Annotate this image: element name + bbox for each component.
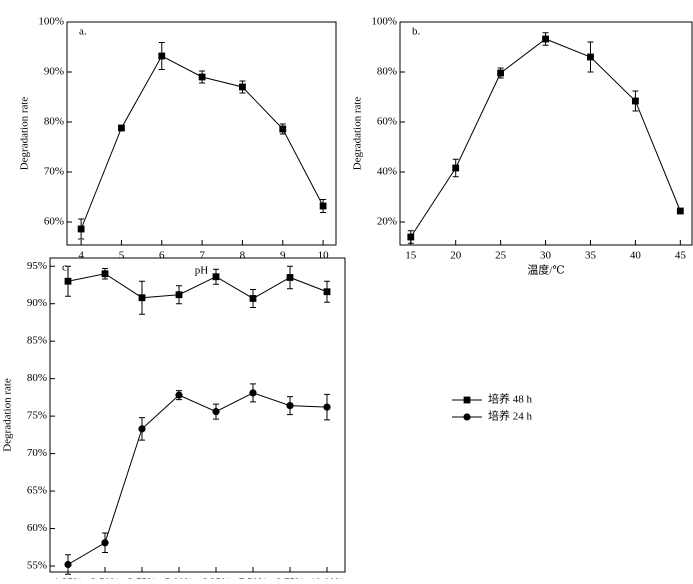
y-tick-label: 20%	[377, 216, 397, 228]
marker	[138, 294, 146, 302]
x-tick-label: 30	[540, 250, 552, 262]
y-tick-label: 90%	[27, 297, 47, 309]
y-tick-label: 55%	[27, 560, 47, 572]
marker	[542, 35, 549, 43]
x-tick-label: 45	[675, 250, 687, 262]
y-tick-label: 60%	[27, 522, 47, 534]
x-axis-label: pH	[195, 265, 209, 277]
y-tick-label: 75%	[27, 410, 47, 422]
y-tick-label: 70%	[27, 447, 47, 459]
marker	[212, 408, 220, 416]
marker	[175, 391, 183, 399]
x-tick-label: 15	[405, 250, 417, 262]
x-tick-label: 6	[159, 250, 165, 262]
x-tick-label: 10	[318, 250, 330, 262]
x-tick-label: 35	[585, 250, 597, 262]
y-tick-label: 60%	[377, 116, 397, 128]
marker	[198, 73, 206, 81]
marker	[497, 69, 505, 77]
y-tick-label: 40%	[377, 166, 397, 178]
x-tick-label: 25	[495, 250, 507, 262]
y-axis-label: Degradation rate	[19, 97, 31, 171]
x-tick-label: 5	[119, 250, 125, 262]
x-tick-label: 20	[450, 250, 462, 262]
y-tick-label: 65%	[27, 485, 47, 497]
panel-label: a.	[79, 26, 87, 38]
y-tick-label: 80%	[44, 116, 64, 128]
x-axis-label: 温度/℃	[527, 263, 564, 277]
y-axis-label: Degradation rate	[2, 378, 14, 452]
marker	[463, 396, 471, 404]
y-tick-label: 80%	[377, 66, 397, 78]
y-tick-label: 85%	[27, 335, 47, 347]
marker	[587, 53, 594, 61]
marker	[286, 402, 294, 410]
series-line	[410, 38, 681, 238]
x-tick-label: 7	[199, 250, 205, 262]
y-tick-label: 95%	[27, 260, 47, 272]
marker	[323, 403, 331, 411]
series-line	[67, 273, 328, 300]
marker	[407, 233, 415, 241]
marker	[64, 277, 72, 285]
marker	[463, 413, 471, 421]
marker	[631, 97, 639, 105]
legend-label: 培养 24 h	[488, 409, 532, 423]
marker	[249, 295, 257, 302]
marker	[239, 83, 246, 91]
marker	[319, 202, 327, 210]
y-tick-label: 90%	[44, 66, 64, 78]
x-tick-label: 40	[630, 250, 642, 262]
marker	[323, 288, 331, 296]
marker	[249, 389, 257, 397]
marker	[101, 539, 109, 547]
marker	[158, 52, 166, 60]
panel-label: c.	[62, 262, 70, 274]
marker	[77, 225, 85, 233]
y-tick-label: 70%	[44, 166, 64, 178]
marker	[279, 125, 287, 133]
plot-frame	[399, 21, 693, 246]
marker	[286, 274, 294, 281]
marker	[101, 270, 109, 278]
marker	[118, 124, 125, 132]
y-tick-label: 80%	[27, 372, 47, 384]
y-tick-label: 60%	[44, 216, 64, 228]
y-tick-label: 100%	[371, 16, 397, 28]
series-line	[67, 392, 328, 565]
plot-frame	[49, 257, 346, 573]
panel-label: b.	[412, 26, 421, 38]
y-tick-label: 100%	[38, 16, 64, 28]
marker	[138, 425, 146, 433]
x-tick-label: 8	[240, 250, 246, 262]
marker	[175, 291, 183, 299]
marker	[452, 164, 460, 172]
legend-label: 培养 48 h	[488, 392, 532, 406]
x-tick-label: 4	[78, 250, 84, 262]
marker	[64, 560, 72, 569]
x-tick-label: 9	[280, 250, 286, 262]
y-axis-label: Degradation rate	[352, 97, 364, 171]
plot-frame	[66, 21, 337, 246]
marker	[676, 207, 684, 215]
marker	[212, 273, 220, 281]
